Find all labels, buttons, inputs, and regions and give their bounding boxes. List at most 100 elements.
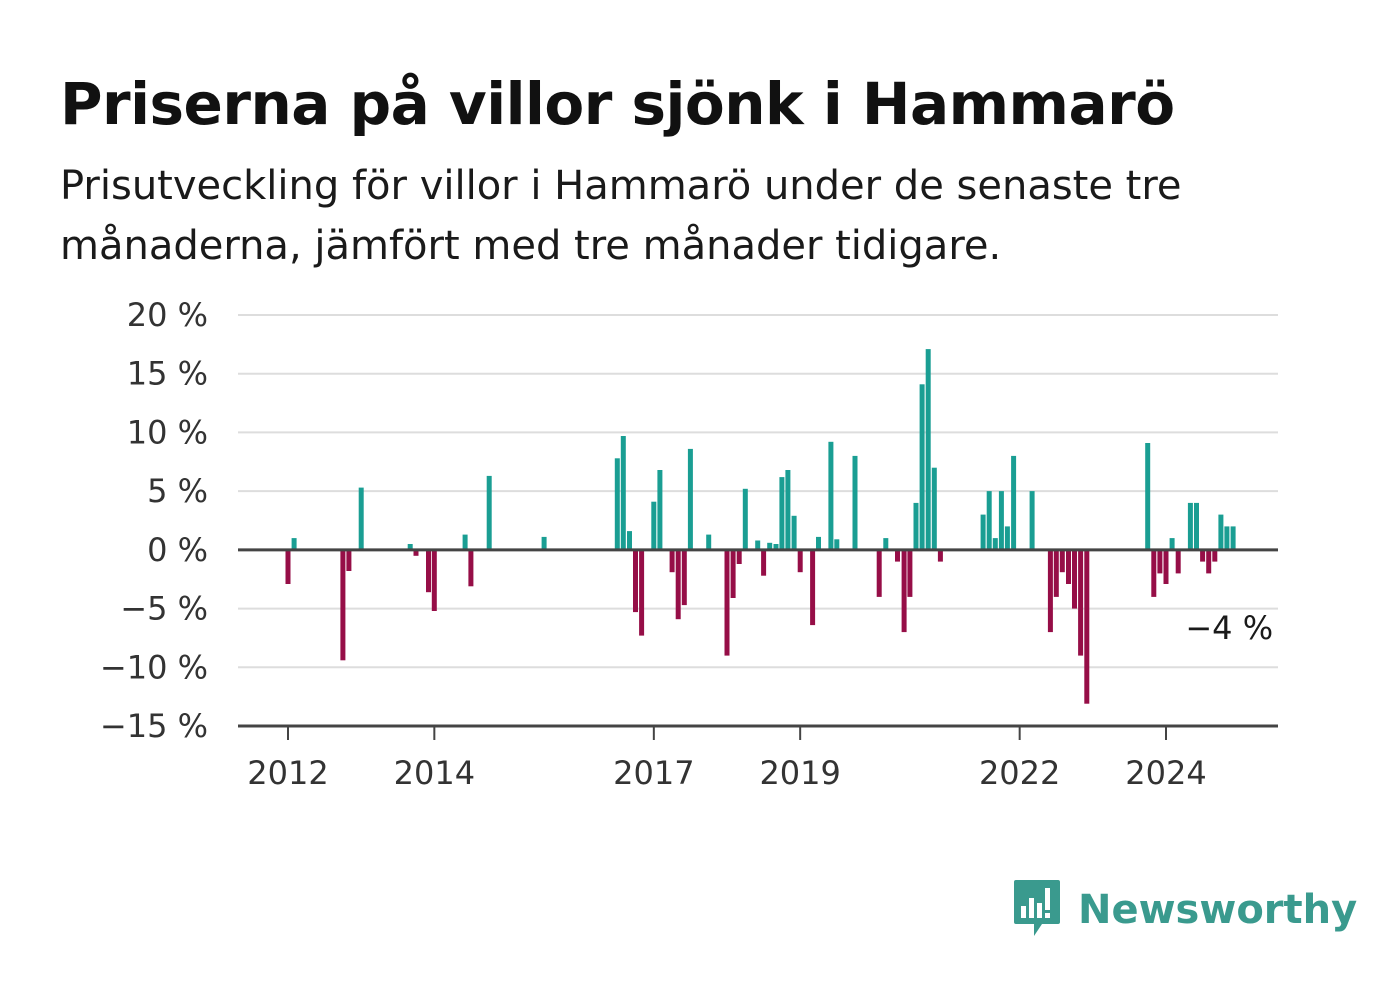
newsworthy-logo: Newsworthy [1012,878,1357,942]
bar [998,491,1004,550]
chart-title: Priserna på villor sjönk i Hammarö [60,70,1175,138]
bar [1053,549,1059,597]
bar [761,549,767,576]
bar [291,538,297,550]
bar [767,542,773,550]
bar [633,549,638,613]
bar [724,549,730,656]
x-axis-labels: 2012 2014 2017 2019 2022 2024 [247,754,1206,792]
bar [1169,538,1175,550]
bar [1194,502,1199,550]
bar [620,436,626,550]
bar [358,487,364,550]
bar [340,549,346,661]
bar [736,549,742,564]
bar [426,549,431,593]
bar [1066,549,1071,584]
bar [651,501,657,550]
bar [706,534,712,550]
bar [730,549,736,598]
bar [925,349,931,550]
bar [901,549,907,633]
bar [1175,549,1181,574]
bar [797,549,803,573]
bar [828,441,834,550]
bar [627,531,632,550]
x-tick-label: 2019 [759,754,840,792]
y-axis-labels: 20 % 15 % 10 % 5 % 0 % −5 % −10 % −15 % [100,296,208,745]
bar [285,549,291,584]
bar [687,448,693,550]
bar [919,384,925,550]
bar [541,536,547,550]
bar [614,458,620,550]
bar [1212,549,1218,562]
bar [791,515,797,550]
bar [1059,549,1065,573]
bar [1187,502,1193,550]
newsworthy-bar-chart-icon [1014,880,1060,936]
bar [681,549,687,606]
y-tick-label: −15 % [100,707,208,745]
bar [1029,491,1035,550]
bar [675,549,681,620]
bar [986,491,992,550]
annotations: −4 % [1185,609,1273,647]
bar [742,488,748,550]
bar [407,544,413,550]
bar [486,475,492,550]
y-tick-label: −5 % [120,590,208,628]
y-tick-label: 0 % [147,531,208,569]
grid-lines [238,314,1278,669]
y-tick-label: 15 % [127,355,208,393]
x-tick-label: 2014 [394,754,475,792]
logo-wordmark: Newsworthy [1078,887,1358,933]
bar [1084,549,1090,704]
bar [1224,526,1230,550]
y-tick-label: −10 % [100,648,208,686]
bar [773,544,779,550]
x-tick-label: 2022 [979,754,1060,792]
bar [779,477,785,550]
bar [785,470,791,550]
y-tick-label: 5 % [147,472,208,510]
bar [1072,549,1077,609]
bar [931,467,937,550]
bar [1047,549,1053,633]
bar [468,549,474,587]
bar [1011,455,1017,550]
bar [834,539,840,550]
chart-subtitle: Prisutveckling för villor i Hammarö unde… [60,163,1182,269]
bar [980,514,986,550]
bar [1145,443,1151,550]
x-tick-label: 2024 [1125,754,1206,792]
bar [937,549,943,562]
bar [1200,549,1206,562]
bar [431,549,437,611]
last-value-label: −4 % [1185,609,1273,647]
bar [810,549,816,626]
bar [876,549,882,597]
bar [669,549,675,573]
y-tick-label: 20 % [127,296,208,334]
bar [907,549,913,597]
bar [852,455,858,550]
y-tick-label: 10 % [127,413,208,451]
bars [285,349,1236,704]
bar [1163,549,1169,584]
bar [816,536,821,550]
bar [895,549,900,562]
bar-chart: 20 %15 %10 %5 %0 %−5 %−10 %−15 % 2012 201… [100,296,1278,792]
bar [992,538,998,550]
bar [639,549,645,636]
bar [413,549,419,556]
x-tick-label: 2012 [247,754,328,792]
bar [755,540,761,550]
bar [1004,526,1010,550]
bar [1078,549,1084,656]
bar [1157,549,1163,574]
x-tick-label: 2017 [613,754,694,792]
bar [657,470,663,550]
bar [1230,526,1236,550]
bar [346,549,352,571]
